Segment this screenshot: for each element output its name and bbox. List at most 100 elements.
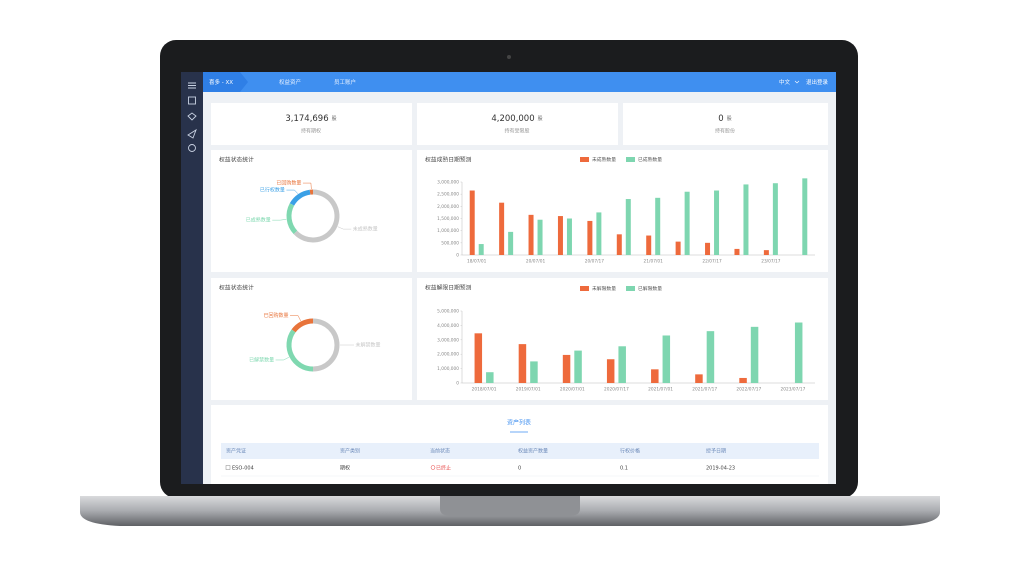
bar: [474, 333, 483, 383]
leader-line: [286, 189, 299, 194]
bar: [646, 235, 652, 255]
slice-label: 已行权数量: [260, 187, 285, 194]
donut-segment: [286, 203, 298, 235]
y-tick-label: 3,000,000: [437, 337, 459, 343]
bar: [518, 344, 527, 383]
slice-label: 未成熟数量: [353, 226, 378, 233]
x-tick-label: 2021/07/17: [692, 387, 717, 393]
x-tick-label: 18/07/01: [467, 259, 487, 265]
y-tick-label: 4,000,000: [437, 323, 459, 329]
table-title: 资产列表: [507, 419, 531, 427]
stat-value: 3,174,696 股: [285, 114, 336, 124]
bar: [734, 248, 740, 255]
legend-label: 已成熟数量: [638, 156, 662, 163]
stat-label: 持有股份: [715, 128, 735, 135]
slice-label: 已解禁数量: [249, 356, 274, 363]
notch: [440, 496, 580, 516]
x-tick-label: 22/07/17: [702, 259, 722, 265]
logout[interactable]: 退出登录: [806, 78, 829, 86]
bar: [478, 244, 484, 255]
table-cell: 已终止: [436, 465, 451, 472]
chart-title: 权益成熟日期预测: [425, 156, 472, 164]
donut-segment: [289, 189, 311, 206]
x-tick-label: 23/07/17: [761, 259, 781, 265]
bar: [802, 178, 808, 255]
bar: [655, 197, 661, 255]
x-tick-label: 2023/07/17: [781, 387, 806, 393]
language[interactable]: 中文: [779, 78, 791, 86]
x-tick-label: 2019/07/01: [516, 387, 541, 393]
y-tick-label: 0: [456, 381, 459, 387]
table-cell: 2019-04-23: [706, 466, 735, 472]
y-tick-label: 5,000,000: [437, 309, 459, 315]
chart-title: 权益状态统计: [219, 284, 254, 292]
bar: [743, 184, 749, 255]
bar: [537, 219, 543, 255]
x-tick-label: 2021/07/01: [648, 387, 673, 393]
leader-line: [275, 357, 290, 361]
y-tick-label: 3,000,000: [437, 180, 459, 186]
x-tick-label: 21/07/01: [644, 259, 664, 265]
sidebar: [181, 72, 203, 484]
brand: 喜多 - XX: [209, 78, 233, 86]
bar: [530, 361, 538, 383]
sidebar-icons: [187, 82, 197, 152]
chart-title: 权益状态统计: [219, 156, 254, 164]
bar: [574, 350, 582, 383]
bar: [772, 183, 778, 255]
bar: [625, 199, 631, 255]
bar: [618, 346, 626, 383]
stat-unit: 股: [538, 116, 543, 122]
slice-label: 已成熟数量: [246, 217, 271, 224]
x-tick-label: 2018/07/01: [472, 387, 497, 393]
table-cell: 0.1: [620, 466, 628, 472]
legend-label: 未成熟数量: [592, 156, 616, 163]
stat-number: 0: [718, 114, 723, 124]
bar: [566, 218, 572, 255]
bar: [596, 212, 602, 255]
stat-number: 4,200,000: [491, 114, 534, 124]
slice-label: 已回购数量: [264, 312, 289, 319]
nav-tab[interactable]: 权益资产: [279, 78, 302, 86]
bar: [739, 377, 747, 383]
y-tick-label: 1,000,000: [437, 228, 459, 234]
donut-segment: [286, 329, 314, 372]
table-cell: ESO-004: [232, 466, 254, 472]
doc-icon: [225, 465, 231, 470]
brand-block: [203, 72, 248, 92]
table-header-cell: 权益资产数量: [518, 448, 548, 455]
y-tick-label: 1,500,000: [437, 216, 459, 222]
leader-line: [272, 219, 287, 221]
bar: [662, 335, 671, 383]
legend-swatch: [626, 157, 635, 162]
table-cell: 期权: [340, 465, 350, 472]
bar: [616, 234, 622, 255]
x-tick-label: 2020/07/17: [604, 387, 629, 393]
x-tick-label: 2020/07/01: [560, 387, 585, 393]
leader-line: [302, 182, 312, 190]
stat-label: 持有受限股: [504, 128, 529, 135]
bar: [675, 241, 681, 255]
bar: [508, 231, 514, 255]
table-header: [221, 443, 819, 459]
leader-line: [290, 315, 301, 322]
chevron: [794, 80, 800, 84]
y-tick-label: 0: [456, 253, 459, 259]
bar: [606, 359, 615, 383]
legend-label: 已解限数量: [638, 285, 662, 292]
bar: [794, 322, 803, 383]
bar: [587, 220, 593, 255]
table-header-cell: 资产类别: [340, 448, 360, 455]
legend-swatch: [580, 286, 589, 291]
y-tick-label: 500,000: [441, 240, 459, 246]
stat-unit: 股: [332, 116, 337, 122]
leader-line: [337, 226, 352, 230]
legend-swatch: [580, 157, 589, 162]
legend-label: 未解限数量: [592, 285, 616, 292]
nav-tab[interactable]: 员工账户: [334, 78, 356, 86]
donut-segment: [293, 189, 340, 243]
bar: [486, 372, 494, 383]
camera: [507, 55, 511, 59]
bar: [557, 216, 563, 255]
